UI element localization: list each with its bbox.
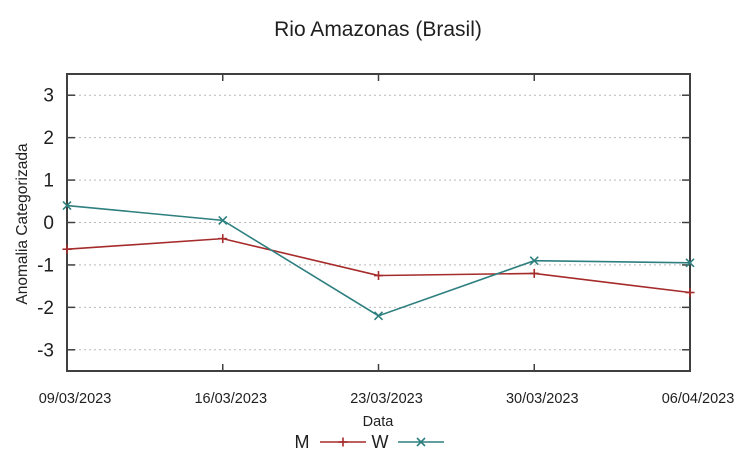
series-M [62, 234, 695, 298]
series-lines [62, 200, 695, 321]
data-point-M [685, 288, 695, 298]
data-point-W [218, 215, 228, 225]
data-point-W [685, 258, 695, 268]
data-point-M [62, 244, 72, 254]
plot-border [66, 73, 691, 372]
y-tick-label: -1 [37, 255, 54, 276]
x-tick-label: 16/03/2023 [194, 391, 267, 407]
legend-marker-M [338, 437, 348, 447]
y-tick-label: 3 [43, 86, 54, 107]
x-tick-label: 30/03/2023 [506, 391, 579, 407]
marker-stroke [218, 215, 228, 225]
legend: M W [295, 432, 444, 452]
legend-label-m: M [295, 432, 310, 452]
legend-marker-W [416, 437, 426, 447]
y-tick-label: -3 [37, 340, 54, 361]
marker-stroke [373, 311, 384, 321]
series-W [62, 200, 695, 321]
data-point-W [62, 200, 72, 211]
series-line-M [66, 237, 691, 294]
legend-label-w: W [372, 432, 389, 452]
x-axis-label: Data [363, 414, 395, 430]
plot-area: 3 2 1 0 -1 -2 -3 09/03/2023 16/03/2023 23/03/2023… [37, 73, 735, 407]
data-point-M [218, 234, 228, 244]
y-tick-label: 2 [43, 128, 54, 149]
data-point-M [529, 268, 539, 278]
x-tick-label: 23/03/2023 [350, 391, 423, 407]
marker-stroke [416, 437, 426, 447]
chart-title: Rio Amazonas (Brasil) [274, 18, 482, 41]
x-tick-label: 09/03/2023 [39, 391, 112, 407]
legend-sample-m [320, 437, 366, 447]
legend-sample-w [398, 437, 444, 447]
data-point-M [374, 271, 383, 281]
marker-stroke [529, 256, 539, 266]
y-tick-label: 1 [43, 171, 54, 192]
marker-stroke [62, 200, 72, 211]
y-tick-label: -2 [37, 298, 54, 319]
marker-stroke [685, 258, 695, 268]
data-point-W [529, 256, 539, 266]
y-tick-label: 0 [43, 213, 54, 234]
data-point-W [373, 311, 384, 321]
y-axis-label: Anomalia Categorizada [14, 143, 31, 305]
x-tick-label: 06/04/2023 [662, 391, 735, 407]
